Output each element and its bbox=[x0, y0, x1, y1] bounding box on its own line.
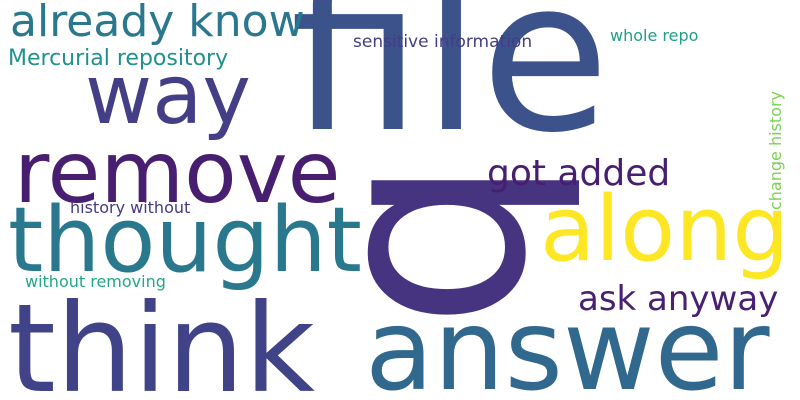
word-along: along bbox=[540, 177, 790, 282]
word-without-removing: without removing bbox=[25, 272, 166, 291]
word-already-know: already know bbox=[10, 0, 305, 47]
word-history-without: history without bbox=[70, 198, 191, 217]
word-thought: thought bbox=[8, 188, 362, 293]
word-got-added: got added bbox=[487, 153, 671, 194]
word-ask-anyway: ask anyway bbox=[578, 279, 779, 319]
word-sensitive-information: sensitive information bbox=[353, 32, 533, 52]
word-remove: remove bbox=[14, 123, 341, 223]
word-change-history: change history bbox=[766, 91, 785, 210]
word-way: way bbox=[85, 48, 251, 143]
word-file: file bbox=[290, 0, 610, 179]
word-mercurial-repository: Mercurial repository bbox=[8, 46, 229, 71]
word-whole-repo: whole repo bbox=[610, 26, 699, 45]
word-answer: answer bbox=[365, 286, 770, 400]
word-think: think bbox=[8, 278, 316, 400]
